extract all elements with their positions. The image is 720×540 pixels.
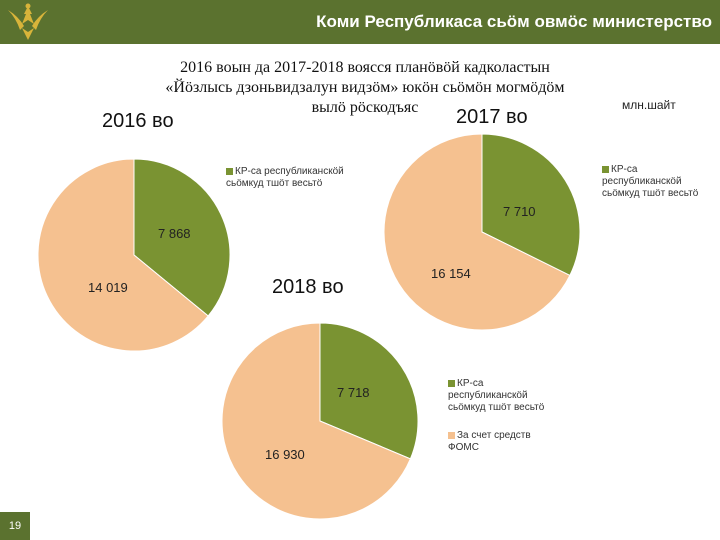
value-2016-peach: 14 019 xyxy=(88,280,128,295)
komi-emblem-icon xyxy=(8,3,48,40)
legend-bottom-1-label: КР-са республиканскӧй сьӧмкуд тшӧт весьт… xyxy=(448,378,545,413)
value-2018-green: 7 718 xyxy=(337,385,370,400)
year-2018-title: 2018 во xyxy=(272,276,344,298)
legend-bottom-2-label: За счет средств ФОМС xyxy=(448,430,531,453)
legend-swatch-green xyxy=(602,166,609,173)
value-2017-peach: 16 154 xyxy=(431,266,471,281)
year-2017-title: 2017 во xyxy=(456,106,528,128)
ministry-title: Коми Республикаса сьӧм овмӧс министерств… xyxy=(316,12,712,31)
legend-swatch-green xyxy=(226,168,233,175)
value-2017-green: 7 710 xyxy=(503,204,536,219)
year-2016-title: 2016 во xyxy=(102,110,174,132)
legend-left: КР-са республиканскӧй сьӧмкуд тшӧт весьт… xyxy=(226,166,346,190)
legend-left-label: КР-са республиканскӧй сьӧмкуд тшӧт весьт… xyxy=(226,166,344,189)
subtitle-line-2: «Йӧзлысь дзоньвидзалун видзӧм» юкӧн сьӧм… xyxy=(165,79,565,96)
pie-2017-slice-foms xyxy=(383,133,571,331)
legend-right-label: КР-са республиканскӧй сьӧмкуд тшӧт весьт… xyxy=(602,164,699,199)
value-2016-green: 7 868 xyxy=(158,226,191,241)
pie-2017-slice-republic-budget xyxy=(481,133,581,277)
pie-2016-slice-foms xyxy=(37,158,209,352)
slide-subtitle: 2016 воын да 2017-2018 воясся планӧвӧй к… xyxy=(130,58,600,118)
legend-swatch-green xyxy=(448,380,455,387)
subtitle-line-1: 2016 воын да 2017-2018 воясся планӧвӧй к… xyxy=(180,59,550,76)
pie-2018-slice-foms xyxy=(221,322,412,520)
subtitle-line-3: вылӧ рӧскодъяс xyxy=(311,99,419,116)
pie-2016-slice-republic-budget xyxy=(133,158,231,317)
legend-swatch-peach xyxy=(448,432,455,439)
value-2018-peach: 16 930 xyxy=(265,447,305,462)
header-bar: Коми Республикаса сьӧм овмӧс министерств… xyxy=(0,0,720,44)
legend-right: КР-са республиканскӧй сьӧмкуд тшӧт весьт… xyxy=(602,164,712,200)
legend-bottom-2: За счет средств ФОМС xyxy=(448,430,548,454)
unit-label: млн.шайт xyxy=(622,98,676,112)
legend-bottom-1: КР-са республиканскӧй сьӧмкуд тшӧт весьт… xyxy=(448,378,548,414)
page-number: 19 xyxy=(0,512,30,540)
pie-2018-slice-republic-budget xyxy=(319,322,419,460)
